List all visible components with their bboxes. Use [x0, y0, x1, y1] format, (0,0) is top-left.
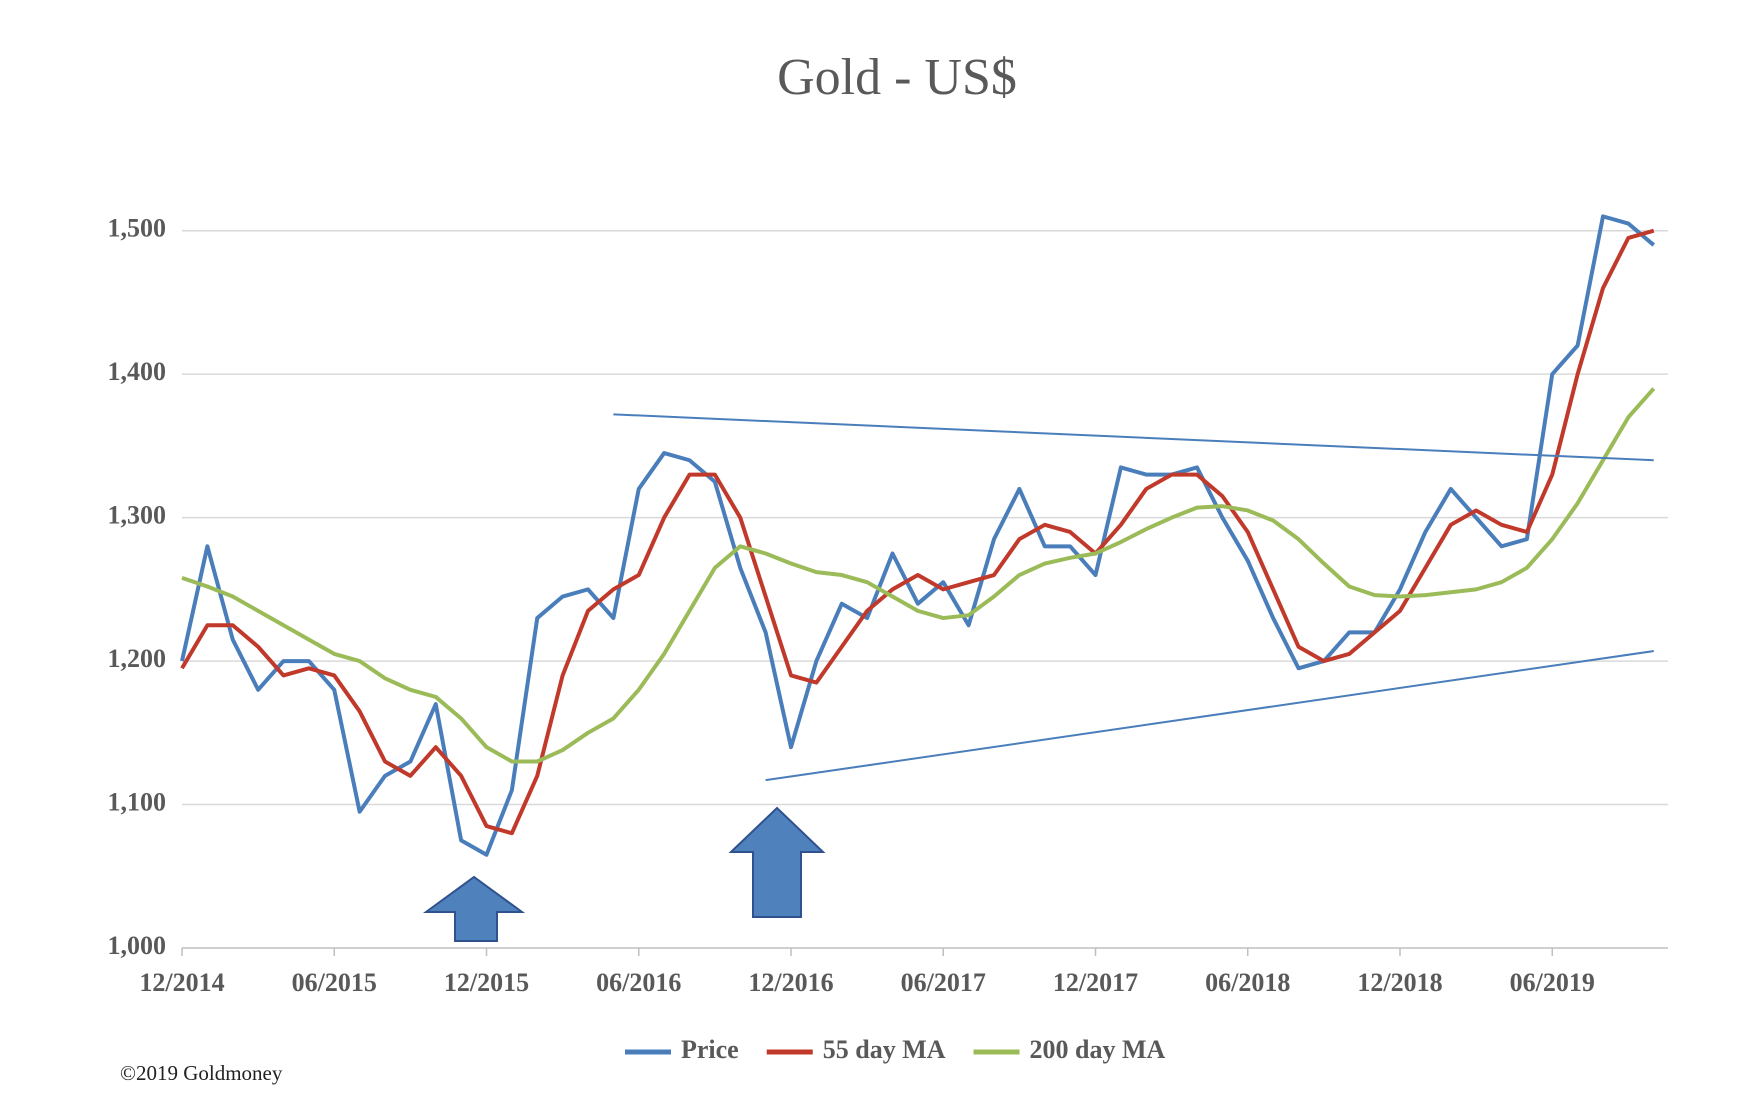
series-line: [181, 387, 1656, 764]
x-tick-label: 12/2014: [139, 968, 224, 997]
legend-label: 55 day MA: [823, 1035, 946, 1064]
x-tick-label: 12/2015: [444, 968, 529, 997]
trend-line: [765, 650, 1654, 782]
x-tick-label: 12/2016: [748, 968, 833, 997]
series-line: [180, 214, 1656, 857]
legend-label: Price: [681, 1035, 739, 1064]
legend-label: 200 day MA: [1030, 1035, 1166, 1064]
x-tick-label: 06/2019: [1510, 968, 1595, 997]
arrow: [728, 806, 826, 918]
footnote: ©2019 Goldmoney: [120, 1061, 283, 1085]
x-tick-label: 06/2017: [901, 968, 986, 997]
trend-line: [613, 413, 1654, 462]
y-tick-label: 1,200: [108, 644, 167, 673]
y-tick-label: 1,500: [108, 214, 167, 243]
chart-title: Gold - US$: [777, 49, 1017, 106]
y-tick-label: 1,000: [108, 931, 167, 960]
y-tick-label: 1,300: [108, 501, 167, 530]
y-tick-label: 1,100: [108, 788, 167, 817]
series-line: [180, 228, 1655, 836]
x-tick-label: 06/2018: [1205, 968, 1290, 997]
x-tick-label: 06/2016: [596, 968, 681, 997]
y-tick-label: 1,400: [108, 357, 167, 386]
x-tick-label: 12/2017: [1053, 968, 1138, 997]
x-tick-label: 12/2018: [1357, 968, 1442, 997]
x-tick-label: 06/2015: [292, 968, 377, 997]
arrow: [422, 875, 526, 942]
